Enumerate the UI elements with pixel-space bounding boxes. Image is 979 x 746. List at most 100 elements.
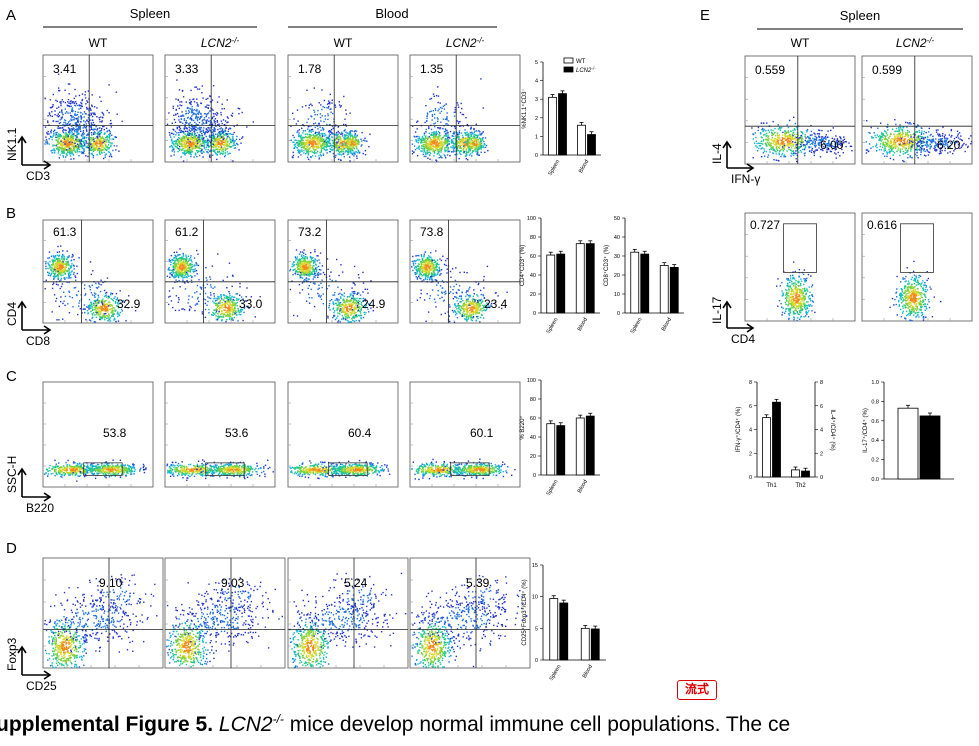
event-dot: [60, 143, 62, 145]
event-dot: [56, 143, 58, 146]
event-dot: [429, 143, 431, 145]
event-dot: [220, 111, 222, 114]
event-dot: [183, 128, 185, 131]
event-dot: [71, 146, 73, 148]
event-dot: [471, 151, 473, 154]
event-dot: [297, 139, 299, 142]
event-dot: [91, 317, 93, 319]
event-dot: [331, 99, 333, 101]
event-dot: [456, 139, 458, 142]
event-dot: [90, 137, 92, 139]
event-dot: [109, 123, 111, 125]
event-dot: [58, 269, 61, 271]
event-dot: [467, 135, 470, 137]
panel-letter-a: A: [6, 7, 16, 24]
event-dot: [60, 101, 62, 103]
event-dot: [52, 255, 55, 257]
event-dot: [62, 147, 65, 150]
event-dot: [347, 136, 349, 139]
event-dot: [47, 262, 49, 264]
event-dot: [234, 144, 236, 146]
event-dot: [446, 116, 448, 118]
event-dot: [61, 142, 64, 144]
event-dot: [344, 134, 346, 136]
event-dot: [452, 138, 455, 140]
event-dot: [479, 138, 482, 140]
event-dot: [76, 150, 79, 153]
event-dot: [178, 107, 180, 110]
event-dot: [233, 147, 235, 149]
event-dot: [56, 140, 58, 142]
event-dot: [92, 139, 94, 142]
event-dot: [100, 317, 102, 319]
event-dot: [50, 255, 53, 257]
event-dot: [300, 145, 302, 147]
event-dot: [57, 278, 59, 281]
event-dot: [196, 131, 199, 134]
event-dot: [209, 154, 211, 156]
event-dot: [223, 144, 225, 147]
event-dot: [310, 130, 312, 132]
event-dot: [460, 139, 463, 141]
event-dot: [114, 318, 116, 320]
event-dot: [93, 138, 95, 140]
event-dot: [185, 264, 187, 267]
event-dot: [56, 267, 59, 270]
event-dot: [196, 124, 198, 126]
event-dot: [175, 98, 177, 100]
event-dot: [97, 146, 100, 148]
event-dot: [427, 144, 430, 147]
event-dot: [68, 274, 70, 276]
event-dot: [75, 126, 77, 128]
event-dot: [459, 147, 461, 149]
event-dot: [467, 159, 469, 161]
event-dot: [353, 140, 356, 142]
event-dot: [313, 150, 316, 153]
event-dot: [203, 117, 206, 119]
event-dot: [350, 130, 352, 132]
event-dot: [103, 141, 105, 144]
event-dot: [47, 267, 49, 270]
event-dot: [83, 308, 85, 310]
event-dot: [464, 129, 466, 131]
event-dot: [77, 111, 79, 113]
event-dot: [54, 114, 56, 116]
event-dot: [216, 114, 218, 116]
event-dot: [94, 137, 97, 139]
event-dot: [63, 119, 66, 121]
event-dot: [91, 145, 93, 148]
event-dot: [350, 138, 352, 140]
event-dot: [60, 135, 62, 137]
event-dot: [171, 141, 174, 144]
event-dot: [72, 264, 75, 267]
event-dot: [349, 139, 351, 141]
event-dot: [335, 138, 337, 141]
event-dot: [69, 105, 71, 108]
event-dot: [322, 153, 325, 155]
event-dot: [223, 137, 225, 139]
event-dot: [321, 139, 324, 141]
event-dot: [198, 147, 200, 149]
event-dot: [174, 143, 177, 145]
event-dot: [196, 150, 199, 152]
event-dot: [84, 97, 87, 99]
event-dot: [477, 145, 480, 148]
event-dot: [61, 257, 64, 259]
event-dot: [93, 300, 95, 302]
event-dot: [316, 134, 318, 136]
event-dot: [96, 136, 98, 138]
event-dot: [169, 134, 171, 136]
event-dot: [239, 138, 241, 141]
event-dot: [83, 152, 85, 155]
event-dot: [100, 100, 102, 103]
event-dot: [461, 144, 463, 146]
event-dot: [425, 155, 427, 158]
event-dot: [294, 143, 296, 146]
event-dot: [56, 147, 58, 150]
event-dot: [321, 127, 324, 129]
event-dot: [81, 312, 83, 314]
event-dot: [460, 138, 462, 141]
event-dot: [220, 152, 222, 154]
event-dot: [432, 138, 434, 141]
genotype-ko-label: LCN2-/-: [201, 36, 240, 51]
